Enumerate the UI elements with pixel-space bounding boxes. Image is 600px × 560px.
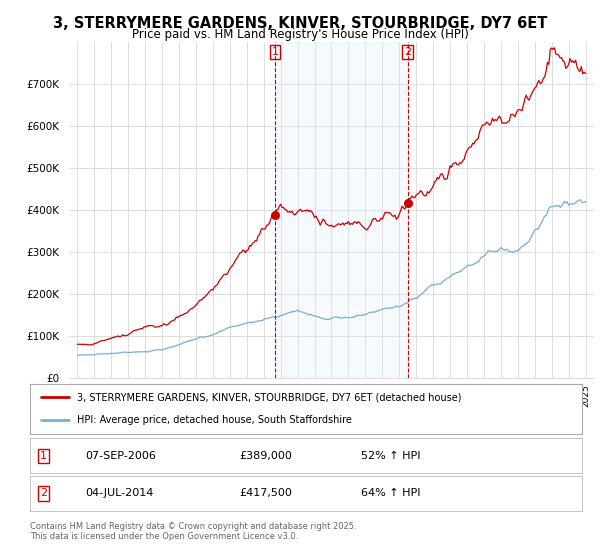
Text: 64% ↑ HPI: 64% ↑ HPI: [361, 488, 421, 498]
Text: £389,000: £389,000: [240, 451, 293, 461]
Text: 07-SEP-2006: 07-SEP-2006: [85, 451, 156, 461]
Text: 04-JUL-2014: 04-JUL-2014: [85, 488, 154, 498]
Text: 3, STERRYMERE GARDENS, KINVER, STOURBRIDGE, DY7 6ET (detached house): 3, STERRYMERE GARDENS, KINVER, STOURBRID…: [77, 392, 461, 402]
Text: 2: 2: [40, 488, 47, 498]
Bar: [275, 42, 408, 378]
Text: Price paid vs. HM Land Registry's House Price Index (HPI): Price paid vs. HM Land Registry's House …: [131, 28, 469, 41]
Text: 3, STERRYMERE GARDENS, KINVER, STOURBRIDGE, DY7 6ET: 3, STERRYMERE GARDENS, KINVER, STOURBRID…: [53, 16, 547, 31]
Text: £417,500: £417,500: [240, 488, 293, 498]
Text: 2: 2: [404, 47, 411, 57]
Text: Contains HM Land Registry data © Crown copyright and database right 2025.
This d: Contains HM Land Registry data © Crown c…: [30, 522, 356, 542]
Text: HPI: Average price, detached house, South Staffordshire: HPI: Average price, detached house, Sout…: [77, 416, 352, 426]
Text: 1: 1: [40, 451, 47, 461]
Text: 52% ↑ HPI: 52% ↑ HPI: [361, 451, 421, 461]
Text: 1: 1: [272, 47, 278, 57]
